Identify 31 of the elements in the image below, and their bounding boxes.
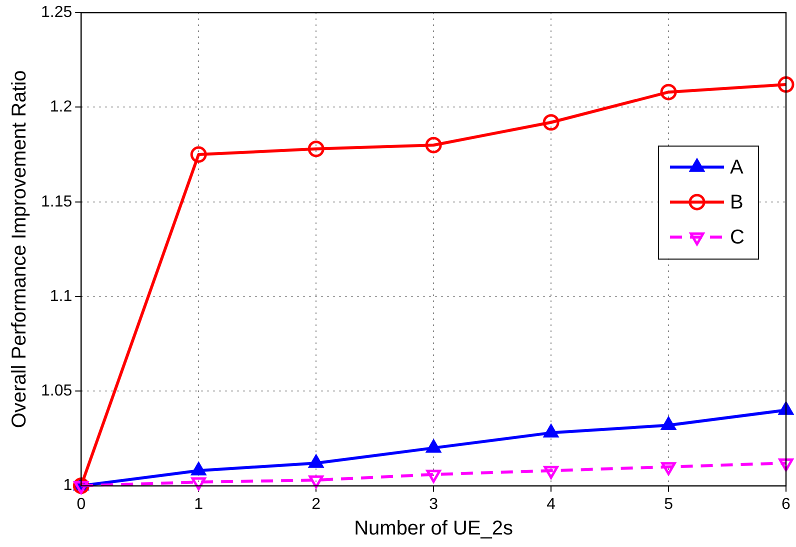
point (425, 136, 442, 154)
point (660, 84, 677, 100)
y-tick-label: 1.15 (41, 193, 72, 210)
x-tick-label: 0 (76, 496, 86, 513)
point (542, 114, 560, 131)
x-tick-label: 3 (429, 496, 438, 513)
y-tick-label: 1.05 (41, 382, 72, 400)
point (74, 481, 88, 494)
x-axis-title: Number of UE_2s (354, 518, 514, 540)
point (308, 140, 324, 158)
point (778, 458, 794, 472)
x-tick-label: 4 (546, 496, 556, 513)
point (190, 146, 207, 163)
point (191, 477, 206, 490)
point (426, 470, 441, 483)
y-tick-label: 1.25 (41, 4, 72, 22)
y-tick-label: 1 (63, 477, 72, 494)
legend-label: B (730, 192, 744, 214)
legend-label: C (730, 226, 744, 249)
y-tick-label: 1.1 (50, 288, 72, 305)
x-tick-label: 6 (782, 496, 791, 513)
point (544, 466, 558, 479)
x-tick-label: 1 (194, 496, 204, 513)
x-tick-label: 2 (312, 496, 321, 513)
point (778, 76, 794, 93)
y-tick-label: 1.2 (50, 98, 72, 116)
x-tick-label: 5 (664, 496, 674, 513)
y-axis-title: Overall Performance Improvement Ratio (8, 70, 31, 428)
point (661, 462, 676, 476)
point (308, 475, 324, 488)
legend-label: A (730, 156, 744, 179)
